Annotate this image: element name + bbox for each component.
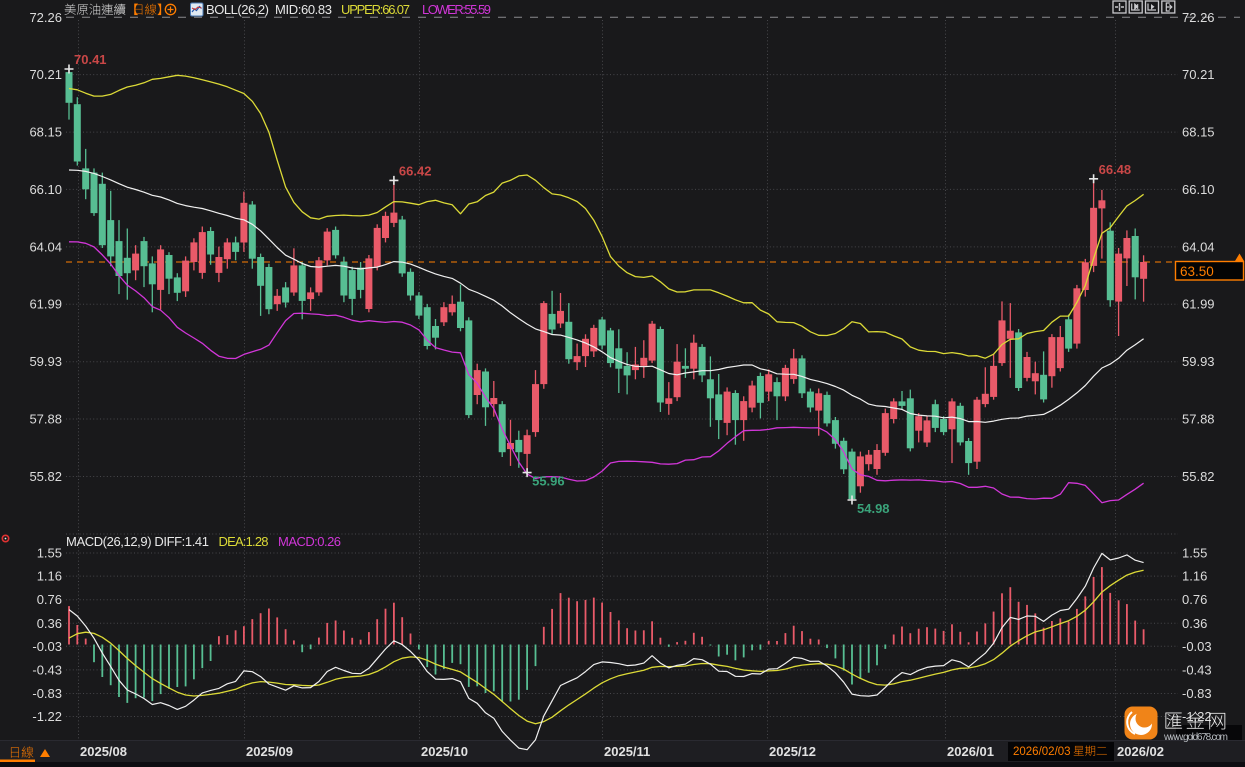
svg-text:-1.22: -1.22 xyxy=(32,709,62,724)
svg-text:DEA:1.28: DEA:1.28 xyxy=(219,534,269,549)
svg-text:2026/02/03: 2026/02/03 xyxy=(1013,746,1071,758)
svg-text:MACD:0.26: MACD:0.26 xyxy=(278,534,341,549)
svg-text:70.41: 70.41 xyxy=(74,52,107,67)
svg-text:UPPER:66.07: UPPER:66.07 xyxy=(341,2,410,17)
svg-text:64.04: 64.04 xyxy=(1182,239,1215,254)
svg-text:1.16: 1.16 xyxy=(1182,569,1207,584)
svg-text:-0.83: -0.83 xyxy=(1182,686,1212,701)
svg-text:-0.03: -0.03 xyxy=(32,639,62,654)
svg-text:-0.43: -0.43 xyxy=(1182,662,1212,677)
svg-text:2025/10: 2025/10 xyxy=(421,744,468,759)
svg-text:1.16: 1.16 xyxy=(37,569,62,584)
svg-text:72.26: 72.26 xyxy=(1182,10,1215,25)
svg-text:59.93: 59.93 xyxy=(1182,354,1215,369)
svg-text:LOWER:55.59: LOWER:55.59 xyxy=(422,2,491,17)
svg-text:72.26: 72.26 xyxy=(29,10,62,25)
svg-text:70.21: 70.21 xyxy=(29,67,62,82)
svg-text:57.88: 57.88 xyxy=(29,412,62,427)
svg-text:1.55: 1.55 xyxy=(1182,546,1207,561)
svg-text:54.98: 54.98 xyxy=(857,501,890,516)
svg-text:59.93: 59.93 xyxy=(29,354,62,369)
svg-text:57.88: 57.88 xyxy=(1182,412,1215,427)
svg-text:61.99: 61.99 xyxy=(29,297,62,312)
svg-text:55.96: 55.96 xyxy=(532,474,565,489)
svg-text:55.82: 55.82 xyxy=(29,469,62,484)
svg-text:2026/01: 2026/01 xyxy=(947,744,994,759)
svg-text:BOLL(26,2): BOLL(26,2) xyxy=(206,2,269,17)
svg-text:-1.22: -1.22 xyxy=(1182,709,1212,724)
svg-text:70.21: 70.21 xyxy=(1182,67,1215,82)
svg-text:63.50: 63.50 xyxy=(1180,264,1214,279)
svg-text:66.10: 66.10 xyxy=(1182,182,1215,197)
svg-text:-0.83: -0.83 xyxy=(32,686,62,701)
svg-text:68.15: 68.15 xyxy=(1182,125,1215,140)
svg-text:2025/08: 2025/08 xyxy=(80,744,127,759)
svg-text:2025/11: 2025/11 xyxy=(604,744,650,759)
svg-text:68.15: 68.15 xyxy=(29,125,62,140)
svg-text:2025/09: 2025/09 xyxy=(246,744,293,759)
svg-text:66.48: 66.48 xyxy=(1099,162,1132,177)
svg-text:0.76: 0.76 xyxy=(1182,592,1207,607)
svg-text:0.36: 0.36 xyxy=(37,616,62,631)
svg-text:MID:60.83: MID:60.83 xyxy=(275,2,332,17)
svg-text:www.gold678.com: www.gold678.com xyxy=(1163,732,1228,743)
svg-text:55.82: 55.82 xyxy=(1182,469,1215,484)
svg-text:64.04: 64.04 xyxy=(29,239,62,254)
svg-text:1.55: 1.55 xyxy=(37,546,62,561)
svg-text:2026/02: 2026/02 xyxy=(1117,744,1164,759)
svg-text:61.99: 61.99 xyxy=(1182,297,1215,312)
svg-text:MACD(26,12,9) DIFF:1.41: MACD(26,12,9) DIFF:1.41 xyxy=(66,534,209,549)
svg-text:-0.43: -0.43 xyxy=(32,662,62,677)
svg-text:66.10: 66.10 xyxy=(29,182,62,197)
svg-text:0.76: 0.76 xyxy=(37,592,62,607)
svg-text:0.36: 0.36 xyxy=(1182,616,1207,631)
svg-text:2025/12: 2025/12 xyxy=(769,744,816,759)
svg-text:-0.03: -0.03 xyxy=(1182,639,1212,654)
svg-text:66.42: 66.42 xyxy=(399,163,432,178)
